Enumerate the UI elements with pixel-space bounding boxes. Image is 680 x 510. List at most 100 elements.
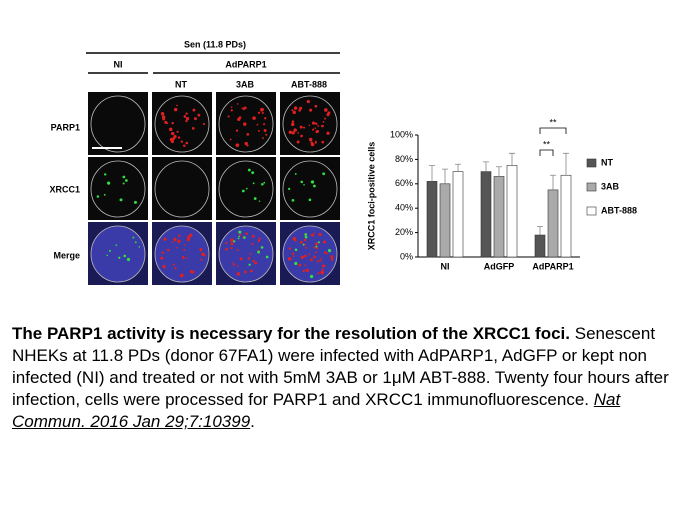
bar [506, 165, 518, 258]
focus [184, 244, 186, 246]
focus [321, 268, 324, 271]
focus [171, 121, 174, 125]
focus [321, 124, 324, 128]
legend-swatch [586, 158, 597, 168]
focus [314, 141, 317, 144]
focus [322, 172, 326, 176]
focus [250, 269, 253, 273]
focus [261, 182, 264, 186]
error-bar [537, 226, 543, 236]
focus [251, 235, 255, 238]
column-label: ABT-888 [291, 79, 327, 89]
y-tick-label: 60% [395, 178, 413, 188]
focus [264, 117, 267, 120]
focus [185, 117, 190, 121]
focus [244, 141, 248, 146]
focus [238, 230, 242, 234]
focus [256, 123, 259, 126]
focus [313, 246, 316, 249]
focus [311, 121, 316, 125]
focus [191, 270, 195, 274]
focus [304, 264, 306, 267]
focus [185, 112, 188, 115]
focus [258, 129, 260, 132]
focus [133, 200, 137, 204]
nucleus-outline [218, 225, 274, 283]
focus [236, 103, 239, 105]
citation-link[interactable]: Nat Commun. 2016 Jan 29;7:10399 [12, 390, 621, 431]
error-bar [550, 174, 556, 190]
focus [122, 182, 125, 185]
focus [324, 108, 328, 112]
focus [178, 234, 181, 237]
focus [173, 134, 177, 139]
focus [253, 197, 257, 200]
nucleus-outline [90, 160, 146, 218]
focus [319, 259, 322, 262]
focus [201, 252, 205, 256]
focus [308, 124, 311, 127]
focus [229, 138, 232, 141]
focus [302, 243, 305, 246]
focus [176, 130, 179, 133]
focus [258, 237, 261, 240]
focus [330, 258, 334, 261]
focus [326, 252, 328, 255]
focus [177, 136, 181, 139]
focus [193, 117, 197, 121]
focus [247, 168, 251, 172]
focus [171, 241, 174, 244]
focus [263, 129, 267, 133]
group-label: NI [114, 59, 123, 69]
focus [309, 274, 314, 279]
focus [230, 246, 233, 250]
focus [227, 115, 230, 118]
focus [249, 252, 252, 255]
focus [327, 249, 332, 253]
focus [251, 242, 254, 245]
bar [560, 174, 572, 258]
focus [291, 120, 295, 123]
focus [245, 187, 248, 190]
focus [134, 241, 137, 244]
y-tick-label: 100% [390, 129, 413, 139]
focus [310, 180, 315, 184]
error-bar [496, 166, 502, 177]
sig-label: ** [549, 117, 557, 127]
focus [265, 255, 269, 259]
focus [265, 133, 268, 136]
y-tick-label: 20% [395, 227, 413, 237]
focus [308, 253, 311, 256]
focus [181, 255, 185, 259]
focus [263, 123, 266, 126]
focus [298, 263, 302, 267]
error-bar [563, 152, 569, 176]
focus [174, 267, 177, 270]
focus [251, 171, 255, 175]
focus [300, 255, 305, 259]
focus [322, 120, 325, 123]
focus [304, 254, 307, 258]
focus [122, 175, 126, 179]
row-label: PARP1 [51, 122, 80, 132]
focus [310, 233, 314, 237]
focus [324, 117, 327, 120]
focus [168, 127, 173, 132]
focus [326, 113, 330, 117]
nucleus-outline [154, 95, 210, 153]
focus [300, 134, 303, 138]
focus [317, 272, 320, 275]
focus [312, 128, 315, 131]
focus [243, 236, 246, 239]
y-axis-label: XRCC1 foci-positive cells [366, 142, 376, 251]
focus [257, 249, 259, 251]
focus [288, 187, 291, 191]
focus [235, 143, 240, 147]
focus [252, 182, 255, 185]
focus [314, 104, 318, 108]
focus [292, 110, 296, 115]
focus [294, 248, 298, 252]
focus [299, 240, 303, 244]
focus [241, 107, 244, 109]
focus [299, 125, 303, 129]
